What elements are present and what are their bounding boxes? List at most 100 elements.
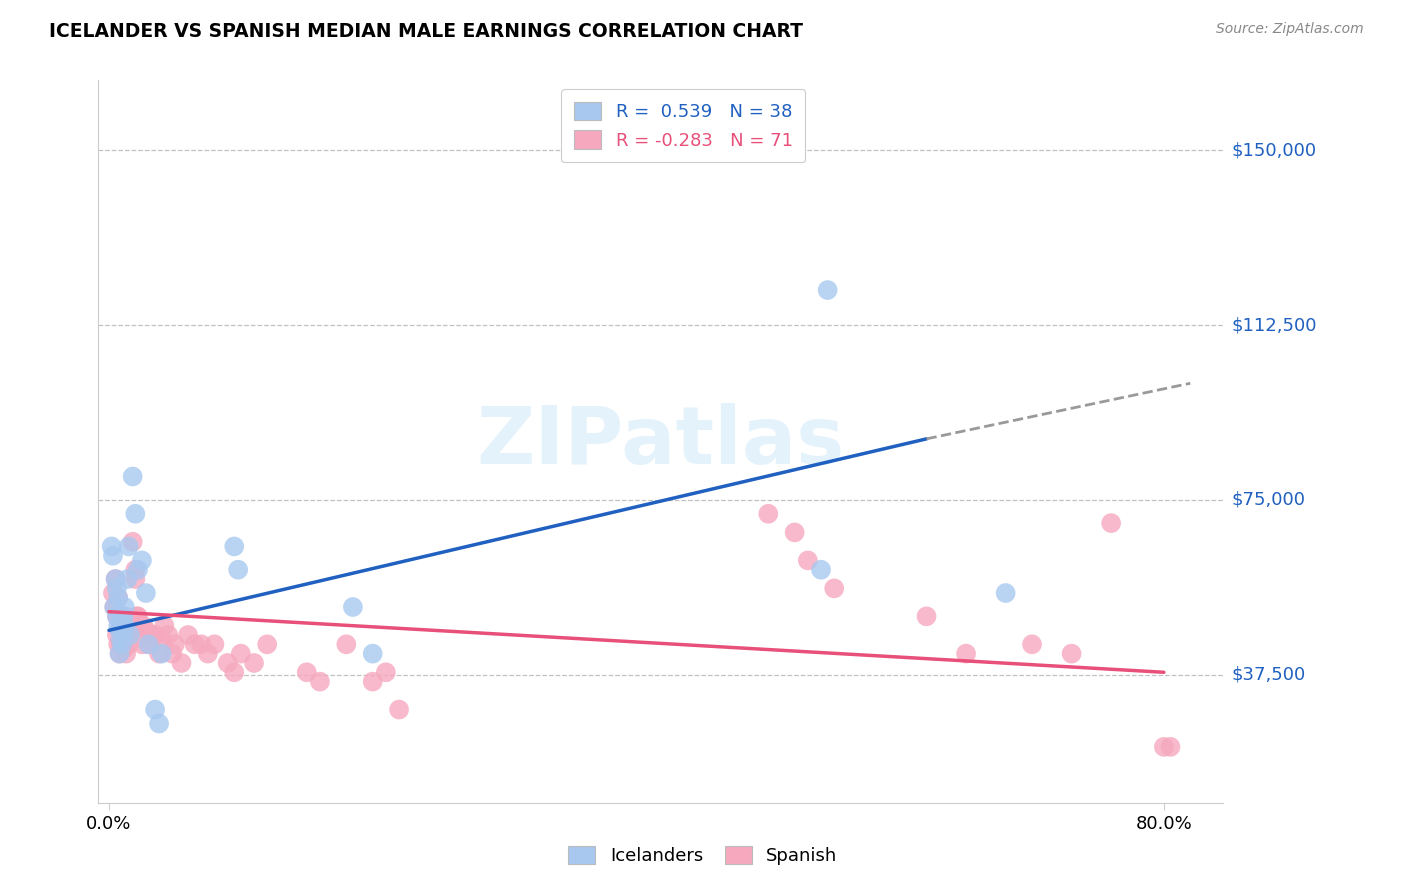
Text: ICELANDER VS SPANISH MEDIAN MALE EARNINGS CORRELATION CHART: ICELANDER VS SPANISH MEDIAN MALE EARNING… [49,22,803,41]
Point [122,618,145,632]
Point [204,637,226,651]
Point [157,628,180,642]
Point [111,637,134,651]
Point [107,637,129,651]
Point [112,628,135,642]
Point [388,702,411,716]
Legend: Icelanders, Spanish: Icelanders, Spanish [560,837,846,874]
Point [955,647,977,661]
Point [100,540,122,554]
Point [127,563,149,577]
Point [121,534,143,549]
Point [124,572,146,586]
Point [256,637,278,651]
Point [1099,516,1122,530]
Point [309,674,332,689]
Point [224,540,246,554]
Point [117,572,139,586]
Point [107,618,129,632]
Point [374,665,396,680]
Text: $150,000: $150,000 [1232,141,1316,159]
Point [111,609,134,624]
Text: $112,500: $112,500 [1232,316,1317,334]
Point [361,647,384,661]
Point [124,507,146,521]
Point [103,600,125,615]
Point [110,614,132,628]
Point [120,628,142,642]
Point [121,469,143,483]
Point [197,647,219,661]
Point [110,618,132,632]
Point [115,628,138,642]
Point [783,525,806,540]
Point [112,642,135,657]
Point [224,665,246,680]
Point [190,637,212,651]
Point [226,563,249,577]
Point [101,586,124,600]
Text: ZIPatlas: ZIPatlas [477,402,845,481]
Point [135,586,157,600]
Point [108,647,131,661]
Point [138,637,160,651]
Point [110,637,132,651]
Point [124,563,146,577]
Point [103,600,125,615]
Point [131,637,153,651]
Point [125,609,148,624]
Point [105,609,128,624]
Text: $37,500: $37,500 [1232,665,1306,683]
Point [108,647,131,661]
Point [115,647,138,661]
Point [148,716,170,731]
Point [143,702,166,716]
Point [117,628,139,642]
Point [143,628,166,642]
Text: $75,000: $75,000 [1232,491,1306,508]
Point [243,656,266,670]
Point [295,665,318,680]
Point [112,609,135,624]
Point [217,656,239,670]
Point [177,628,200,642]
Point [148,647,170,661]
Point [150,632,173,647]
Point [170,656,193,670]
Point [1060,647,1083,661]
Point [131,553,153,567]
Point [108,624,131,638]
Point [1021,637,1043,651]
Text: Source: ZipAtlas.com: Source: ZipAtlas.com [1216,22,1364,37]
Point [163,637,186,651]
Point [112,618,135,632]
Point [114,632,136,647]
Point [817,283,839,297]
Point [153,618,176,632]
Point [105,582,128,596]
Point [110,632,132,647]
Point [114,609,136,624]
Point [114,600,136,615]
Point [915,609,938,624]
Point [108,624,131,638]
Point [797,553,820,567]
Point [361,674,384,689]
Point [105,609,128,624]
Point [162,647,184,661]
Point [994,586,1017,600]
Point [104,572,127,586]
Point [183,637,205,651]
Point [118,540,141,554]
Point [810,563,832,577]
Point [150,647,173,661]
Point [1159,739,1181,754]
Point [104,572,127,586]
Point [127,609,149,624]
Point [342,600,364,615]
Point [135,624,157,638]
Point [132,618,155,632]
Point [118,637,141,651]
Point [120,628,142,642]
Point [107,591,129,605]
